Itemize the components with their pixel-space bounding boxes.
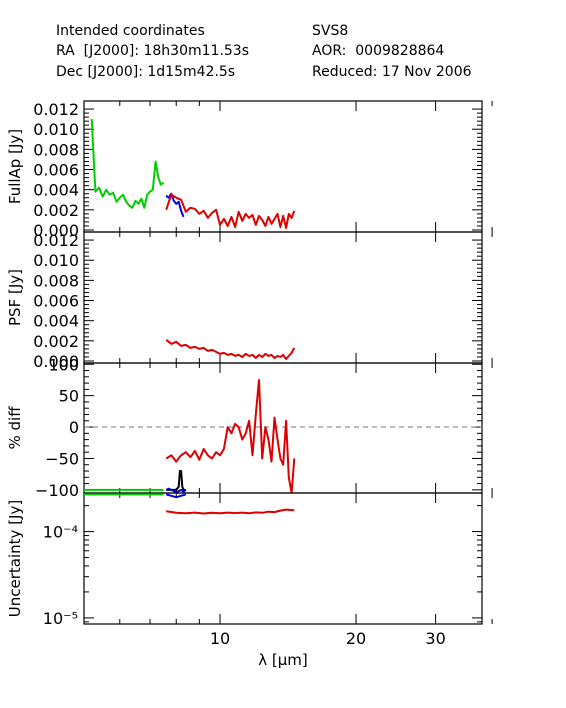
series-line-green [90,119,165,209]
panel-4: 10⁻⁴ 10⁻⁵ Uncertainty [Jy] [6,492,493,628]
series-line-black [166,470,186,491]
series-group [165,339,296,360]
series-line-red [165,339,296,360]
x-axis-title: λ [μm] [258,651,308,669]
header-reduced-date: Reduced: 17 Nov 2006 [312,64,472,80]
y-tick-label: 100 [48,355,79,374]
y-tick-label: 0.006 [33,161,79,180]
y-tick-label: 0.012 [33,231,79,250]
series-line-blue [165,493,187,499]
y-tick-label: 0.008 [33,140,79,159]
x-tick-label: 10 [210,629,230,648]
header-object-name: SVS8 [312,23,349,39]
y-axis-title: FullAp [Jy] [6,129,24,204]
panel-frame [83,231,483,364]
series-line-red [165,379,296,493]
x-tick-label: 20 [346,629,366,648]
y-tick-label: 0.004 [33,312,79,331]
y-tick-label: 0.002 [33,201,79,220]
y-tick-label: 10⁻⁴ [43,523,78,542]
y-tick-label: 0.002 [33,332,79,351]
y-tick-label: 0.000 [33,352,79,371]
x-tick-label: 30 [425,629,445,648]
header-target-label: Intended coordinates [56,23,205,39]
y-tick-label: 10⁻⁵ [43,609,78,628]
panel-frame [83,362,483,494]
series-line-red [165,193,296,229]
y-tick-label: 0.000 [33,221,79,240]
series-group [90,119,296,229]
series-line-blue [165,192,185,218]
header-aor: AOR: 0009828864 [312,43,445,59]
panel-3: −100 −50 0 50 100 % diff [6,355,493,500]
panel-frame [83,492,483,625]
y-tick-label: −50 [45,449,79,468]
y-tick-label: 0.006 [33,292,79,311]
y-tick-label: −100 [35,481,79,500]
series-line-blue [165,487,187,493]
y-tick-label: 0.010 [33,251,79,270]
panel-frame [83,100,483,233]
y-tick-label: 0.004 [33,181,79,200]
y-axis-title: % diff [6,406,24,450]
series-group [84,493,295,515]
y-tick-label: 0.010 [33,120,79,139]
header-ra: RA [J2000]: 18h30m11.53s [56,43,249,59]
y-axis-title: PSF [Jy] [6,269,24,326]
series-group [84,379,296,493]
y-tick-label: 0.012 [33,100,79,119]
y-axis-title: Uncertainty [Jy] [6,500,24,617]
y-tick-label: 50 [59,387,79,406]
series-line-red [166,508,295,515]
header-dec: Dec [J2000]: 1d15m42.5s [56,64,236,80]
y-tick-label: 0 [69,418,79,437]
y-tick-label: 0.008 [33,271,79,290]
